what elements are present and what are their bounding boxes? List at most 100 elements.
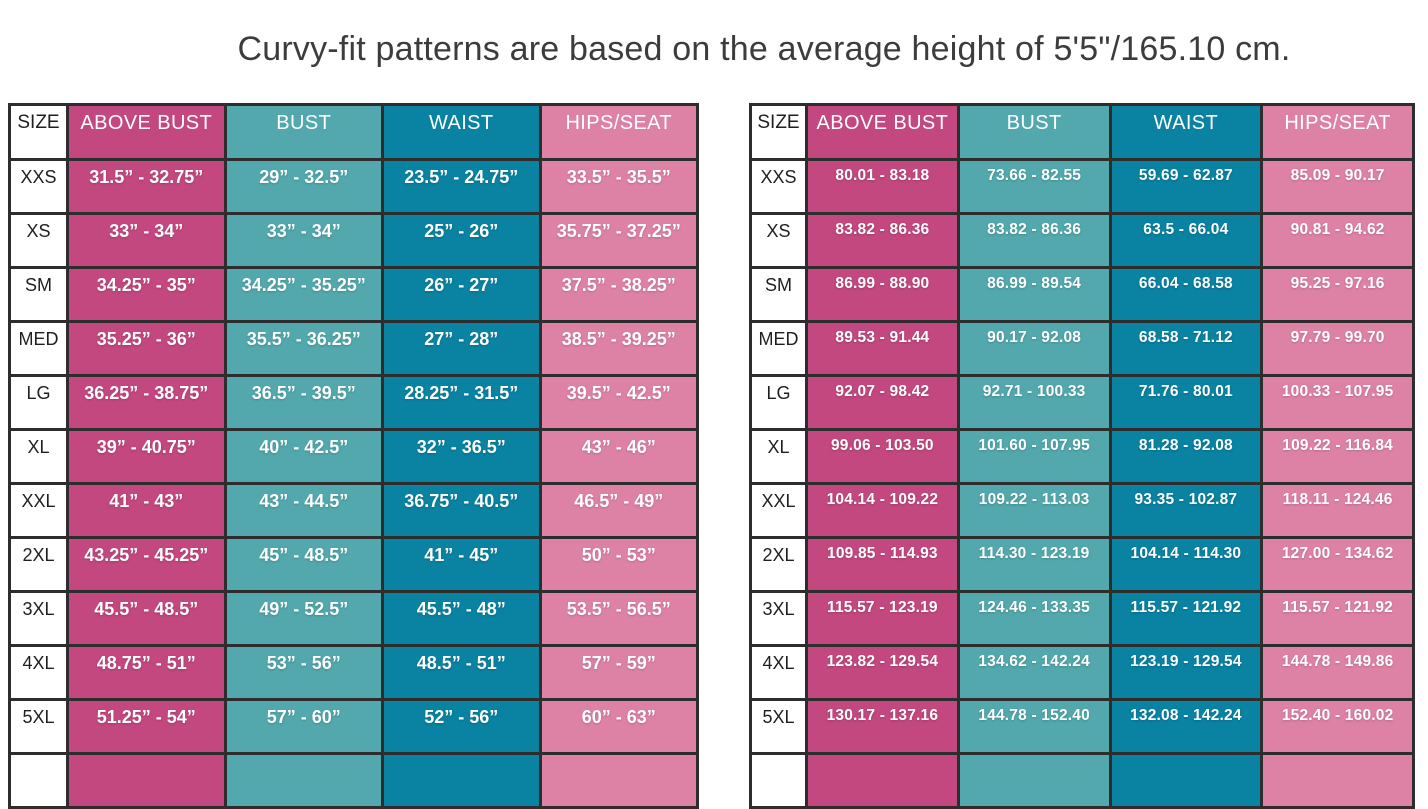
table-row: 5XL 130.17 - 137.16 144.78 - 152.40 132.08 … <box>749 698 1415 755</box>
measurement-cell: 63.5 - 66.04 <box>1108 212 1264 269</box>
size-label: XXL <box>8 482 69 539</box>
header-row: SIZE ABOVE BUST BUST WAIST HIPS/SEAT <box>749 103 1415 161</box>
size-label: SM <box>8 266 69 323</box>
measurement-cell: 35.75” - 37.25” <box>538 212 699 269</box>
measurement-cell: 59.69 - 62.87 <box>1108 158 1264 215</box>
table-row: 4XL 123.82 - 129.54 134.62 - 142.24 123.19 … <box>749 644 1415 701</box>
measurement-cell: 115.57 - 121.92 <box>1108 590 1264 647</box>
table-row: XS 33” - 34” 33” - 34” 25” - 26” 35.75” - 37… <box>8 212 699 269</box>
measurement-cell: 50” - 53” <box>538 536 699 593</box>
measurement-cell: 53.5” - 56.5” <box>538 590 699 647</box>
measurement-cell: 123.19 - 129.54 <box>1108 644 1264 701</box>
measurement-cell: 152.40 - 160.02 <box>1260 698 1415 755</box>
size-label: LG <box>749 374 808 431</box>
size-label: 5XL <box>749 698 808 755</box>
table-row: XXL 104.14 - 109.22 109.22 - 113.03 93.35 -… <box>749 482 1415 539</box>
measurement-cell: 57” - 60” <box>223 698 384 755</box>
measurement-cell: 45” - 48.5” <box>223 536 384 593</box>
measurement-cell: 123.82 - 129.54 <box>805 644 960 701</box>
measurement-cell: 34.25” - 35.25” <box>223 266 384 323</box>
measurement-cell: 40” - 42.5” <box>223 428 384 485</box>
measurement-cell: 53” - 56” <box>223 644 384 701</box>
measurement-cell: 99.06 - 103.50 <box>805 428 960 485</box>
measurement-cell: 33.5” - 35.5” <box>538 158 699 215</box>
table-row: 5XL 51.25” - 54” 57” - 60” 52” - 56” 60” - 6… <box>8 698 699 755</box>
col-header-above-bust: ABOVE BUST <box>66 103 227 161</box>
measurement-cell: 115.57 - 123.19 <box>805 590 960 647</box>
size-label: LG <box>8 374 69 431</box>
col-header-waist: WAIST <box>381 103 542 161</box>
page-title: Curvy-fit patterns are based on the aver… <box>237 30 1291 68</box>
measurement-cell: 83.82 - 86.36 <box>956 212 1112 269</box>
measurement-cell: 90.81 - 94.62 <box>1260 212 1415 269</box>
measurement-cell: 48.5” - 51” <box>381 644 542 701</box>
measurement-cell: 132.08 - 142.24 <box>1108 698 1264 755</box>
size-table-centimeters: SIZE ABOVE BUST BUST WAIST HIPS/SEAT XXS… <box>749 103 1415 809</box>
measurement-cell: 39.5” - 42.5” <box>538 374 699 431</box>
measurement-cell: 31.5” - 32.75” <box>66 158 227 215</box>
col-header-size: SIZE <box>8 103 69 161</box>
col-header-hips-seat: HIPS/SEAT <box>538 103 699 161</box>
measurement-cell: 41” - 43” <box>66 482 227 539</box>
measurement-cell: 144.78 - 152.40 <box>956 698 1112 755</box>
measurement-cell: 93.35 - 102.87 <box>1108 482 1264 539</box>
measurement-cell: 115.57 - 121.92 <box>1260 590 1415 647</box>
measurement-cell: 104.14 - 114.30 <box>1108 536 1264 593</box>
measurement-cell: 109.22 - 113.03 <box>956 482 1112 539</box>
measurement-cell: 73.66 - 82.55 <box>956 158 1112 215</box>
header-row: SIZE ABOVE BUST BUST WAIST HIPS/SEAT <box>8 103 699 161</box>
measurement-cell: 27” - 28” <box>381 320 542 377</box>
table-row: 4XL 48.75” - 51” 53” - 56” 48.5” - 51” 57” -… <box>8 644 699 701</box>
measurement-cell: 80.01 - 83.18 <box>805 158 960 215</box>
measurement-cell: 26” - 27” <box>381 266 542 323</box>
col-header-waist: WAIST <box>1108 103 1264 161</box>
measurement-cell: 41” - 45” <box>381 536 542 593</box>
table-row: SM 34.25” - 35” 34.25” - 35.25” 26” - 27” 37… <box>8 266 699 323</box>
measurement-cell: 90.17 - 92.08 <box>956 320 1112 377</box>
measurement-cell: 81.28 - 92.08 <box>1108 428 1264 485</box>
table-row: 2XL 109.85 - 114.93 114.30 - 123.19 104.14 … <box>749 536 1415 593</box>
measurement-cell: 36.25” - 38.75” <box>66 374 227 431</box>
table-row: LG 92.07 - 98.42 92.71 - 100.33 71.76 - 80.… <box>749 374 1415 431</box>
table-row: XXS 31.5” - 32.75” 29” - 32.5” 23.5” - 24.7… <box>8 158 699 215</box>
measurement-cell: 39” - 40.75” <box>66 428 227 485</box>
measurement-cell: 92.71 - 100.33 <box>956 374 1112 431</box>
measurement-cell: 28.25” - 31.5” <box>381 374 542 431</box>
measurement-cell: 49” - 52.5” <box>223 590 384 647</box>
col-header-bust: BUST <box>223 103 384 161</box>
measurement-cell: 104.14 - 109.22 <box>805 482 960 539</box>
size-label: 3XL <box>8 590 69 647</box>
col-header-hips-seat: HIPS/SEAT <box>1260 103 1415 161</box>
size-label: XS <box>8 212 69 269</box>
measurement-cell: 66.04 - 68.58 <box>1108 266 1264 323</box>
table-row: 3XL 115.57 - 123.19 124.46 - 133.35 115.57 … <box>749 590 1415 647</box>
measurement-cell: 52” - 56” <box>381 698 542 755</box>
size-label: XL <box>749 428 808 485</box>
table-row: 2XL 43.25” - 45.25” 45” - 48.5” 41” - 45” 50… <box>8 536 699 593</box>
table-row: XL 39” - 40.75” 40” - 42.5” 32” - 36.5” 43” … <box>8 428 699 485</box>
measurement-cell: 83.82 - 86.36 <box>805 212 960 269</box>
measurement-cell: 25” - 26” <box>381 212 542 269</box>
measurement-cell: 32” - 36.5” <box>381 428 542 485</box>
measurement-cell: 124.46 - 133.35 <box>956 590 1112 647</box>
size-label: XXL <box>749 482 808 539</box>
table-row: XL 99.06 - 103.50 101.60 - 107.95 81.28 - 9… <box>749 428 1415 485</box>
size-chart-inches: SIZE ABOVE BUST BUST WAIST HIPS/SEAT XXS… <box>8 103 699 809</box>
measurement-cell: 60” - 63” <box>538 698 699 755</box>
measurement-cell: 109.22 - 116.84 <box>1260 428 1415 485</box>
size-chart-centimeters: SIZE ABOVE BUST BUST WAIST HIPS/SEAT XXS… <box>749 103 1415 809</box>
table-row: XXL 41” - 43” 43” - 44.5” 36.75” - 40.5” 46.… <box>8 482 699 539</box>
size-label: XL <box>8 428 69 485</box>
measurement-cell: 57” - 59” <box>538 644 699 701</box>
table-row: XS 83.82 - 86.36 83.82 - 86.36 63.5 - 66.04… <box>749 212 1415 269</box>
size-label: XXS <box>749 158 808 215</box>
measurement-cell: 48.75” - 51” <box>66 644 227 701</box>
measurement-cell: 35.25” - 36” <box>66 320 227 377</box>
measurement-cell: 101.60 - 107.95 <box>956 428 1112 485</box>
measurement-cell: 46.5” - 49” <box>538 482 699 539</box>
col-header-size: SIZE <box>749 103 808 161</box>
measurement-cell: 36.75” - 40.5” <box>381 482 542 539</box>
size-label: 3XL <box>749 590 808 647</box>
size-label: MED <box>8 320 69 377</box>
measurement-cell: 114.30 - 123.19 <box>956 536 1112 593</box>
